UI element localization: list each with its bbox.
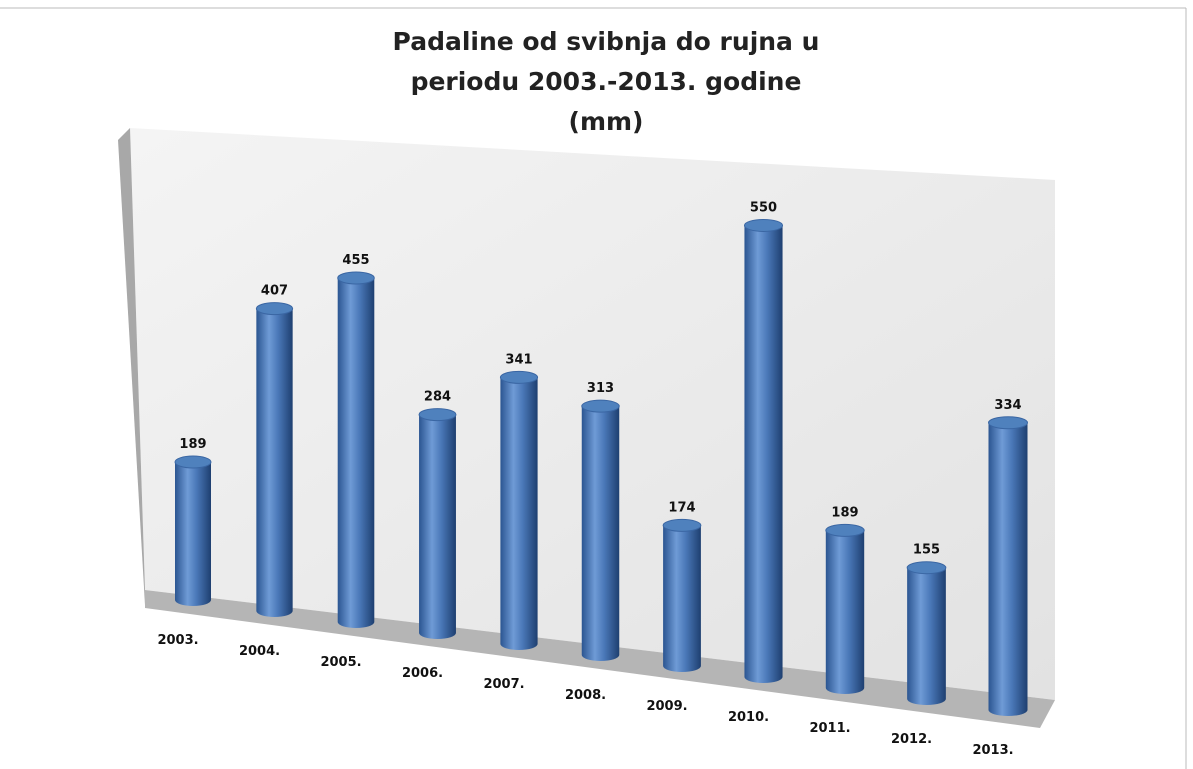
- bar: [663, 525, 701, 672]
- bar: [256, 308, 293, 617]
- bar: [175, 462, 211, 606]
- bar-top: [581, 399, 620, 413]
- value-label: 284: [424, 390, 451, 405]
- value-label: 341: [505, 352, 532, 367]
- x-tick-label: 2011.: [809, 721, 850, 736]
- value-label: 174: [668, 500, 695, 515]
- bar-top: [988, 416, 1028, 430]
- bar: [988, 422, 1028, 716]
- value-label: 550: [750, 200, 777, 215]
- side-wall: [118, 128, 145, 605]
- bar: [825, 530, 865, 694]
- x-tick-label: 2004.: [239, 644, 280, 659]
- value-label: 155: [913, 543, 940, 558]
- x-tick-label: 2008.: [565, 688, 606, 703]
- value-label: 189: [831, 505, 858, 520]
- value-label: 334: [994, 398, 1021, 413]
- bar-top: [499, 370, 539, 384]
- value-label: 313: [587, 381, 614, 396]
- value-label: 455: [342, 253, 369, 268]
- bar-top: [662, 518, 702, 532]
- bar: [744, 225, 783, 683]
- x-tick-label: 2003.: [157, 633, 198, 648]
- bar-top: [418, 408, 457, 422]
- x-tick-label: 2009.: [646, 699, 687, 714]
- x-tick-label: 2005.: [320, 655, 361, 670]
- x-tick-label: 2006.: [402, 666, 443, 681]
- bar-top: [337, 271, 375, 285]
- bar: [500, 377, 538, 650]
- value-label: 189: [179, 437, 206, 452]
- x-tick-label: 2007.: [483, 677, 524, 692]
- x-tick-label: 2012.: [891, 732, 932, 747]
- bar: [581, 406, 620, 661]
- bar: [907, 567, 946, 705]
- bar: [337, 278, 375, 628]
- chart-title: Padaline od svibnja do rujna u periodu 2…: [392, 27, 820, 136]
- value-label: 407: [261, 284, 288, 299]
- x-tick-label: 2010.: [728, 710, 769, 725]
- bar-top: [825, 523, 865, 537]
- x-tick-label: 2013.: [972, 743, 1013, 758]
- bar-top: [174, 455, 212, 469]
- bar: [419, 414, 456, 640]
- bar-top: [743, 218, 784, 232]
- bar-top: [255, 302, 294, 316]
- bar-top: [906, 561, 947, 575]
